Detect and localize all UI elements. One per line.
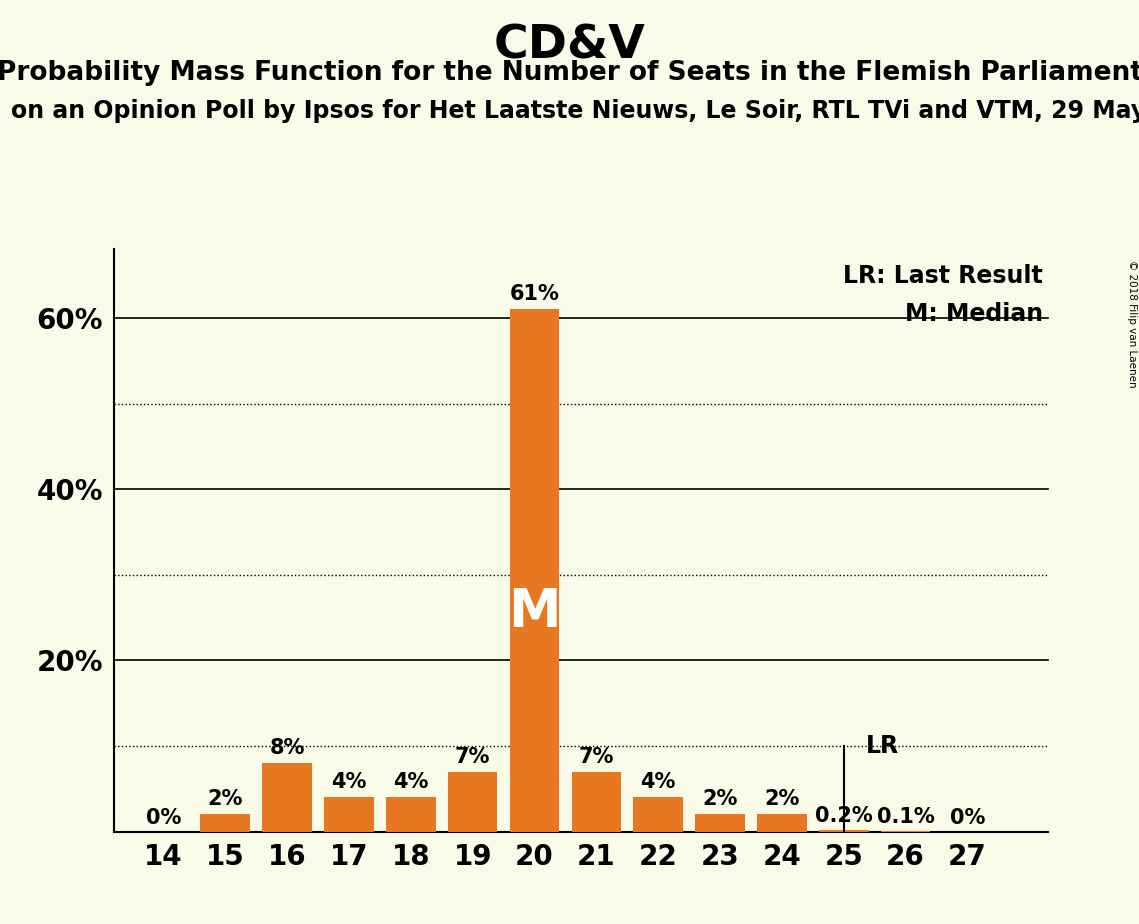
Text: M: M: [508, 586, 560, 638]
Text: 4%: 4%: [640, 772, 675, 792]
Text: 2%: 2%: [703, 789, 738, 809]
Bar: [325, 797, 374, 832]
Text: © 2018 Filip van Laenen: © 2018 Filip van Laenen: [1126, 260, 1137, 387]
Bar: [757, 814, 806, 832]
Text: 2%: 2%: [764, 789, 800, 809]
Bar: [695, 814, 745, 832]
Bar: [510, 310, 559, 832]
Text: 0.1%: 0.1%: [877, 808, 934, 827]
Text: 7%: 7%: [579, 747, 614, 767]
Bar: [386, 797, 435, 832]
Text: 4%: 4%: [393, 772, 428, 792]
Text: M: Median: M: Median: [906, 302, 1043, 326]
Bar: [200, 814, 249, 832]
Text: 0%: 0%: [146, 808, 181, 828]
Bar: [448, 772, 498, 832]
Text: 0.2%: 0.2%: [814, 807, 872, 826]
Text: 2%: 2%: [207, 789, 243, 809]
Text: 0%: 0%: [950, 808, 985, 828]
Text: LR: Last Result: LR: Last Result: [844, 264, 1043, 288]
Text: LR: LR: [866, 734, 899, 758]
Text: 61%: 61%: [509, 285, 559, 304]
Bar: [262, 763, 312, 832]
Bar: [572, 772, 621, 832]
Bar: [819, 830, 869, 832]
Text: 8%: 8%: [270, 738, 305, 758]
Text: on an Opinion Poll by Ipsos for Het Laatste Nieuws, Le Soir, RTL TVi and VTM, 29: on an Opinion Poll by Ipsos for Het Laat…: [11, 99, 1139, 123]
Text: 4%: 4%: [331, 772, 367, 792]
Text: 7%: 7%: [454, 747, 490, 767]
Bar: [633, 797, 683, 832]
Text: CD&V: CD&V: [493, 23, 646, 68]
Text: Probability Mass Function for the Number of Seats in the Flemish Parliament: Probability Mass Function for the Number…: [0, 60, 1139, 86]
